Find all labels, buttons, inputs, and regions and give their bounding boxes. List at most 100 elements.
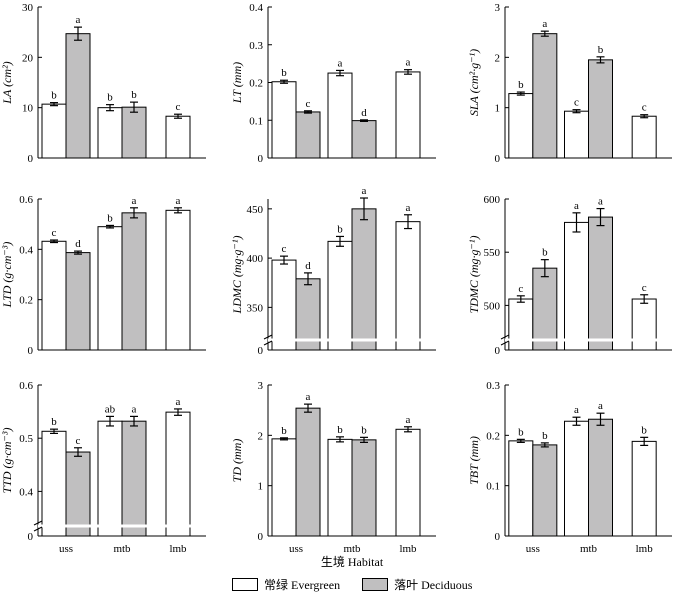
p9-bar-deciduous-mtb [588,418,613,537]
p5-y-tick-label: 400 [247,253,264,265]
p4-bar-deciduous-uss [65,252,91,351]
p1-y-tick-label: 0 [28,153,34,165]
p6-sig-letter-deciduous-mtb: a [598,196,603,208]
p9-y-axis-label: TBT (mm) [467,436,481,485]
p7-bar-deciduous-mtb [121,420,147,537]
p5-y-tick-label: 450 [247,204,264,216]
p8-sig-letter-evergreen-lmb: a [406,414,411,426]
p3-sig-letter-evergreen-uss: b [518,79,524,91]
p2-bar-evergreen-lmb [395,71,421,159]
p5-sig-letter-deciduous-mtb: a [362,185,367,197]
p7-axis-break-mark [33,526,43,532]
p4-sig-letter-deciduous-uss: d [75,238,81,250]
p5-axis-break-mark [263,334,273,340]
legend-item-deciduous: 落叶 Deciduous [362,576,472,593]
p7-x-tick-label: mtb [113,543,131,555]
p1-bar-evergreen-uss [41,103,67,159]
p9-y-tick-label: 0.2 [486,430,500,442]
p3-sig-letter-evergreen-lmb: c [642,102,647,114]
p7-y-tick-label: 0.6 [19,380,33,392]
p7-bar-evergreen-mtb [97,420,123,537]
p5-axis-break-mark [263,340,273,346]
p6-bar-evergreen-lmb [631,298,657,351]
p3-y-tick-label: 2 [495,52,501,64]
p7-sig-letter-deciduous-mtb: a [132,403,137,415]
p6-sig-letter-evergreen-mtb: a [574,200,579,212]
p6-bar-evergreen-mtb [564,221,589,351]
p1-bar-deciduous-mtb [121,106,147,159]
p4-bar-deciduous-mtb [121,212,147,351]
p8-y-tick-label: 0 [258,531,264,543]
p8-y-tick-label: 3 [258,380,264,392]
p8-sig-letter-deciduous-mtb: b [361,424,367,436]
p6-axis-break-mark [500,340,510,346]
p8-sig-letter-evergreen-uss: b [281,425,287,437]
p9-y-tick-label: 0.1 [486,481,500,493]
legend-label-evergreen: 常绿 Evergreen [264,577,341,592]
p9-y-tick-label: 0.3 [486,380,500,392]
p5-sig-letter-evergreen-mtb: b [337,223,343,235]
p2-y-tick-label: 0.1 [249,115,263,127]
p5-bar-evergreen-lmb [395,221,421,351]
p9-bar-evergreen-lmb [631,440,657,537]
p8-bar-evergreen-uss [271,438,297,537]
p7-y-tick-label: 0.4 [19,486,33,498]
p2-sig-letter-deciduous-uss: c [306,98,311,110]
p1-bar-evergreen-lmb [165,115,191,159]
p7-bar-evergreen-uss [41,430,67,537]
p1-y-tick-label: 20 [22,52,34,64]
p8-bar-evergreen-lmb [395,428,421,537]
p2-bar-deciduous-uss [295,111,321,159]
p6-sig-letter-evergreen-uss: c [518,283,523,295]
p1-sig-letter-evergreen-lmb: c [176,101,181,113]
p5-sig-letter-deciduous-uss: d [305,260,311,272]
p2-y-tick-label: 0.3 [249,40,263,52]
p3-y-tick-label: 3 [495,2,501,14]
p9-x-tick-label: lmb [636,543,654,555]
p4-bar-evergreen-uss [41,240,67,351]
p9-sig-letter-evergreen-uss: b [518,426,524,438]
p2-sig-letter-evergreen-lmb: a [406,57,411,69]
p5-sig-letter-evergreen-lmb: a [406,202,411,214]
p6-bar-evergreen-uss [508,298,534,351]
p3-y-axis-label: SLA (cm²·g⁻¹) [467,49,481,116]
p6-y-tick-label: 0 [495,345,501,357]
legend-label-deciduous: 落叶 Deciduous [394,577,473,592]
p1-bar-evergreen-mtb [97,107,123,159]
p9-bar-evergreen-mtb [564,420,589,537]
p2-y-axis-label: LT (mm) [230,62,244,104]
p4-sig-letter-evergreen-mtb: b [107,212,113,224]
p8-x-tick-label: mtb [343,543,361,555]
p6-y-axis-label: TDMC (mg·g⁻¹) [467,236,481,314]
p8-y-tick-label: 1 [258,481,264,493]
p5-y-tick-label: 350 [247,302,264,314]
p7-x-tick-label: lmb [169,543,187,555]
p5-bar-deciduous-mtb [351,208,377,351]
p8-y-axis-label: TD (mm) [230,439,244,483]
p9-sig-letter-evergreen-mtb: a [574,404,579,416]
p8-x-tick-label: uss [289,543,303,555]
p8-x-axis-label: 生境 Habitat [321,554,384,569]
p8-bar-deciduous-uss [295,407,321,537]
p2-sig-letter-evergreen-mtb: a [338,57,343,69]
p3-sig-letter-deciduous-uss: a [542,18,547,30]
p6-y-tick-label: 500 [484,300,501,312]
p3-bar-evergreen-lmb [631,115,657,159]
p7-axis-break-mark [33,520,43,526]
p1-y-tick-label: 30 [22,2,34,14]
p6-sig-letter-deciduous-uss: b [542,247,548,259]
p7-x-tick-label: uss [59,543,73,555]
p3-y-tick-label: 1 [495,103,501,115]
p6-y-tick-label: 550 [484,247,501,259]
p9-x-tick-label: uss [526,543,540,555]
p1-sig-letter-deciduous-uss: a [76,14,81,26]
p7-sig-letter-evergreen-uss: b [51,416,57,428]
p5-bar-evergreen-mtb [327,240,353,351]
p6-bar-deciduous-mtb [588,216,613,351]
p4-sig-letter-evergreen-uss: c [52,227,57,239]
legend-swatch-deciduous [362,577,389,591]
p7-y-axis-label: TTD (g·cm⁻³) [0,428,14,494]
p9-y-tick-label: 0 [495,531,501,543]
p4-y-tick-label: 0.2 [19,295,33,307]
p2-y-tick-label: 0.2 [249,78,263,90]
